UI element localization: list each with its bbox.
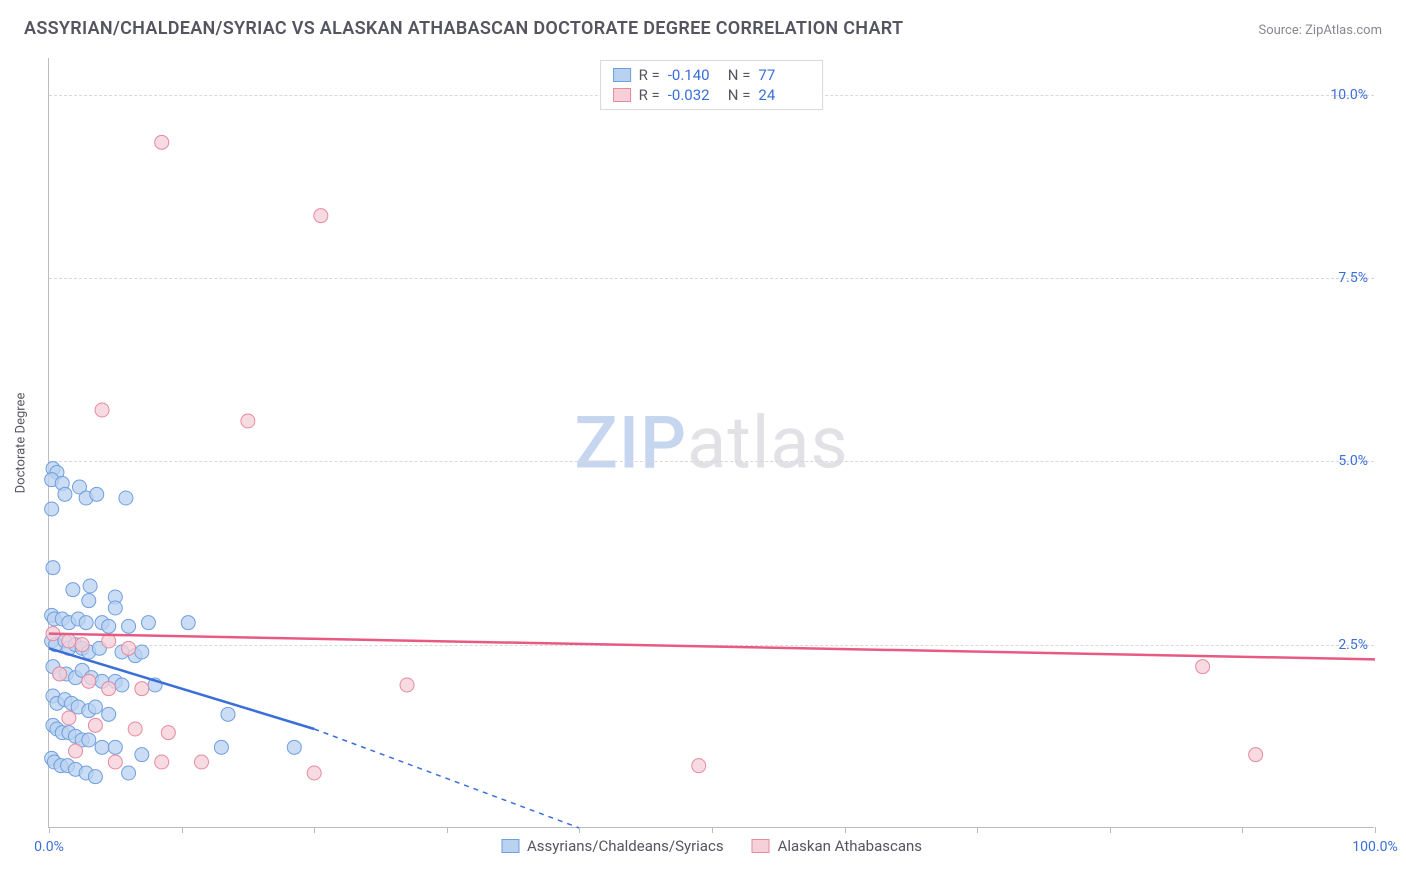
legend-r-value: -0.032 [668,86,720,104]
scatter-point [46,561,60,575]
scatter-plot-svg [49,58,1374,827]
x-tick-mark [977,827,978,833]
scatter-point [161,726,175,740]
scatter-point [95,740,109,754]
scatter-point [155,755,169,769]
scatter-point [141,616,155,630]
legend-r-value: -0.140 [668,66,720,84]
scatter-point [108,755,122,769]
scatter-point [102,619,116,633]
plot-area: Doctorate Degree ZIPatlas R =-0.140N =77… [48,58,1374,828]
legend-r-label: R = [639,66,660,84]
legend-series-item: Alaskan Athabascans [752,837,922,855]
scatter-point [1196,660,1210,674]
x-tick-mark [182,827,183,833]
scatter-point [75,638,89,652]
legend-correlation-row: R = -0.140 N = 77 [613,65,811,85]
source-label: Source: ZipAtlas.com [1258,23,1382,38]
trend-line-extrapolated [314,729,579,828]
x-tick-mark [712,827,713,833]
x-tick-mark [49,827,50,833]
x-tick-mark [1110,827,1111,833]
legend-n-label: N = [728,86,751,104]
y-tick-label: 5.0% [1338,453,1368,469]
y-tick-label: 2.5% [1338,637,1368,653]
legend-series: Assyrians/Chaldeans/Syriacs Alaskan Athab… [501,837,922,855]
scatter-point [62,634,76,648]
scatter-point [69,744,83,758]
x-tick-mark [579,827,580,833]
x-tick-mark [447,827,448,833]
x-tick-label: 100.0% [1352,839,1397,855]
scatter-point [82,594,96,608]
scatter-point [221,707,235,721]
scatter-point [122,641,136,655]
y-axis-label: Doctorate Degree [14,392,29,493]
legend-swatch [613,88,631,102]
x-tick-mark [314,827,315,833]
legend-series-item: Assyrians/Chaldeans/Syriacs [501,837,724,855]
x-tick-mark [845,827,846,833]
scatter-point [53,667,67,681]
legend-series-name: Alaskan Athabascans [778,837,922,855]
legend-series-name: Assyrians/Chaldeans/Syriacs [527,837,724,855]
legend-n-value: 24 [758,86,810,104]
scatter-point [287,740,301,754]
scatter-point [45,502,59,516]
scatter-point [194,755,208,769]
scatter-point [83,579,97,593]
scatter-point [82,674,96,688]
scatter-point [82,733,96,747]
scatter-point [135,645,149,659]
y-tick-label: 7.5% [1338,270,1368,286]
scatter-point [314,209,328,223]
scatter-point [241,414,255,428]
scatter-point [108,740,122,754]
scatter-point [62,711,76,725]
legend-n-label: N = [728,66,751,84]
scatter-point [90,487,104,501]
chart-title: ASSYRIAN/CHALDEAN/SYRIAC VS ALASKAN ATHA… [24,18,903,39]
legend-correlation-row: R = -0.032 N = 24 [613,85,811,105]
scatter-point [66,583,80,597]
scatter-point [102,682,116,696]
scatter-point [307,766,321,780]
y-tick-label: 10.0% [1330,87,1368,103]
legend-swatch [613,68,631,82]
scatter-point [181,616,195,630]
legend-swatch [501,839,519,853]
scatter-point [88,700,102,714]
scatter-point [135,682,149,696]
scatter-point [102,707,116,721]
scatter-point [400,678,414,692]
scatter-point [692,759,706,773]
trend-line [49,634,1375,660]
legend-correlation-box: R = -0.140 N = 77 R = -0.032 N = 24 [600,60,824,110]
x-tick-label: 0.0% [34,839,64,855]
legend-n-value: 77 [758,66,810,84]
scatter-point [128,722,142,736]
x-tick-mark [1375,827,1376,833]
scatter-point [135,748,149,762]
scatter-point [155,135,169,149]
scatter-point [88,718,102,732]
scatter-point [95,403,109,417]
scatter-point [115,678,129,692]
scatter-point [58,487,72,501]
scatter-point [122,766,136,780]
legend-r-label: R = [639,86,660,104]
scatter-point [108,601,122,615]
legend-swatch [752,839,770,853]
scatter-point [122,619,136,633]
scatter-point [119,491,133,505]
scatter-point [214,740,228,754]
scatter-point [88,770,102,784]
scatter-point [79,616,93,630]
x-tick-mark [1242,827,1243,833]
scatter-point [1249,748,1263,762]
